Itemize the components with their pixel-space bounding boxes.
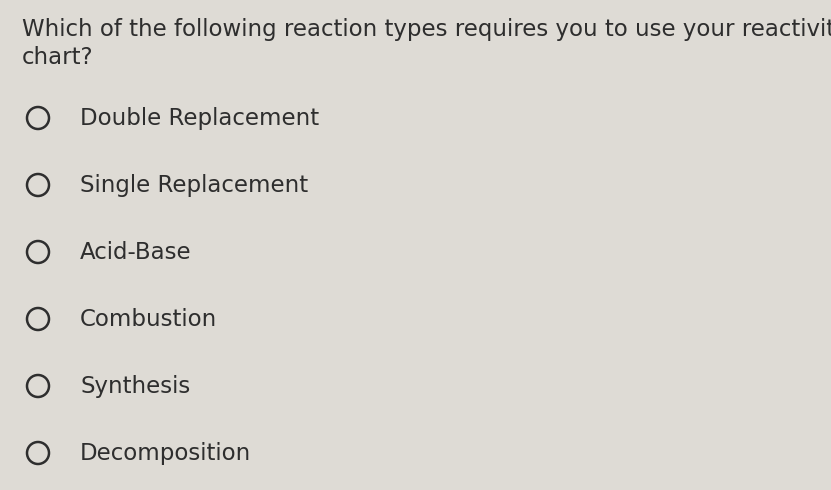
Text: Synthesis: Synthesis bbox=[80, 374, 190, 397]
Text: Single Replacement: Single Replacement bbox=[80, 173, 308, 196]
Text: chart?: chart? bbox=[22, 46, 94, 69]
Text: Decomposition: Decomposition bbox=[80, 441, 251, 465]
Text: Combustion: Combustion bbox=[80, 308, 217, 330]
Text: Acid-Base: Acid-Base bbox=[80, 241, 192, 264]
Text: Double Replacement: Double Replacement bbox=[80, 106, 319, 129]
Text: Which of the following reaction types requires you to use your reactivity: Which of the following reaction types re… bbox=[22, 18, 831, 41]
